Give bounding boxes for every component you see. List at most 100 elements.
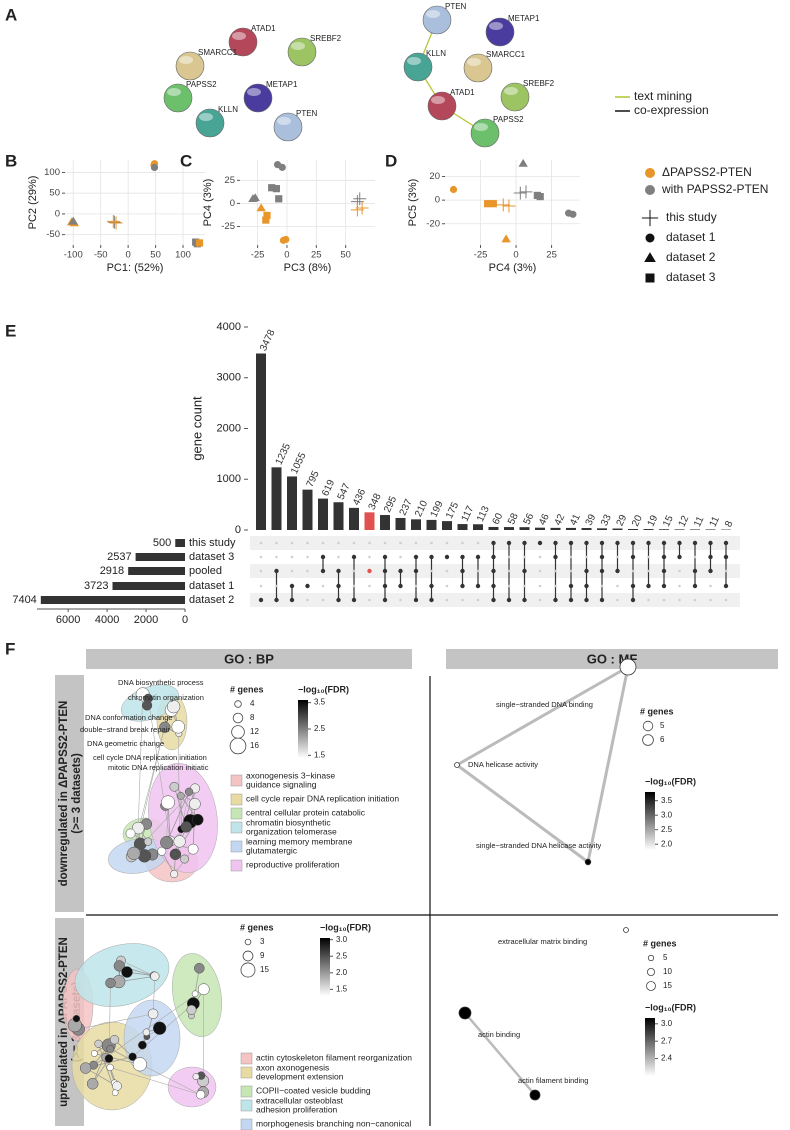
matrix-dot [553, 540, 558, 546]
matrix-dot [569, 555, 573, 559]
value-label: 8 [723, 519, 736, 529]
bar [473, 524, 483, 530]
term-node [79, 1062, 92, 1074]
matrix-dot [399, 555, 402, 559]
matrix-dot [507, 584, 511, 588]
matrix-dot [522, 540, 527, 546]
matrix-dot [693, 598, 697, 602]
matrix-dot [646, 540, 651, 546]
term-node [171, 720, 185, 734]
matrix-dot [414, 584, 418, 588]
matrix-dot [290, 555, 294, 559]
cluster-label: chromatin biosynthetic [246, 817, 331, 827]
cluster-swatch [230, 774, 243, 787]
matrix-dot [275, 584, 278, 588]
term-node [94, 1039, 103, 1048]
term-node [104, 1054, 114, 1063]
panel-label: E [5, 321, 16, 340]
y-axis-label: PC2 (29%) [27, 176, 39, 230]
matrix-dot [321, 584, 325, 588]
matrix-dot [708, 554, 713, 560]
node-highlight [489, 22, 503, 30]
term-node [196, 1090, 206, 1100]
matrix-dot [445, 584, 449, 588]
term-node [623, 927, 629, 933]
value-label: 12 [677, 514, 692, 529]
term-label: actin filament binding [518, 1076, 588, 1085]
matrix-dot [599, 540, 605, 546]
node-label: SMARCC1 [486, 50, 526, 59]
set-size-label: 3723 [84, 580, 108, 592]
matrix-dot [584, 597, 589, 603]
legend-symbol [645, 168, 655, 178]
x-tick-label: 0 [284, 250, 289, 261]
x-tick-label: -25 [474, 250, 488, 261]
network-edge [110, 1048, 201, 1096]
set-size-bar [40, 596, 186, 604]
matrix-dot [430, 541, 433, 545]
y-tick-label: 0 [230, 198, 235, 209]
matrix-dot [290, 569, 294, 573]
legend-label: dataset 1 [666, 230, 716, 244]
term-node [160, 835, 174, 850]
matrix-dot [336, 597, 341, 603]
set-label: dataset 2 [189, 594, 234, 606]
data-point [536, 192, 544, 201]
cluster-label: adhesion proliferation [256, 1104, 338, 1114]
matrix-dot [631, 569, 635, 573]
data-point [353, 192, 367, 206]
term-label: DNA helicase activity [468, 760, 538, 769]
bar [504, 527, 514, 530]
node-highlight [426, 10, 440, 18]
y-axis-label: PC4 (3%) [202, 179, 214, 227]
matrix-dot [600, 584, 604, 588]
matrix-dot [615, 540, 620, 546]
term-node [171, 850, 179, 858]
matrix-dot [630, 597, 636, 603]
set-size-label: 500 [153, 537, 171, 549]
matrix-dot [491, 597, 496, 603]
matrix-dot [398, 583, 403, 589]
matrix-dot [708, 568, 713, 574]
network-edge [78, 1013, 154, 1030]
cluster-swatch [230, 821, 243, 834]
matrix-dot [507, 555, 511, 559]
term-node [111, 1089, 119, 1097]
data-point [518, 158, 528, 167]
term-node [187, 843, 199, 855]
size-legend-circle [642, 720, 654, 732]
size-legend-label: 15 [260, 965, 269, 974]
matrix-dot [616, 598, 619, 602]
matrix-dot [678, 584, 681, 588]
term-node [177, 792, 185, 800]
matrix-dot [368, 555, 371, 559]
bar [256, 353, 266, 530]
term-node [128, 1052, 137, 1061]
matrix-dot [585, 555, 588, 559]
x-axis-label: PC1: (52%) [107, 262, 164, 274]
matrix-dot [630, 583, 636, 589]
term-node [109, 1035, 120, 1045]
matrix-dot [538, 598, 542, 602]
legend-label: ΔPAPSS2-PTEN [662, 165, 752, 179]
size-legend-label: 5 [660, 721, 665, 730]
data-point [502, 199, 516, 213]
term-node [197, 983, 210, 996]
bar [349, 507, 359, 530]
y-tick-label: 0 [435, 195, 440, 206]
bar [364, 512, 375, 530]
matrix-dot [506, 540, 512, 546]
matrix-dot [368, 541, 371, 545]
network-edge [105, 988, 204, 1058]
protein-node [273, 112, 303, 142]
y-tick-label: 0 [55, 208, 60, 219]
size-legend-label: 8 [250, 713, 255, 722]
term-node [72, 1015, 81, 1023]
data-point [150, 163, 159, 172]
term-node [454, 762, 460, 768]
cluster-swatch [230, 859, 243, 872]
cluster-label: organization telomerase [246, 826, 337, 836]
size-legend-label: 16 [250, 741, 259, 750]
size-legend-circle [240, 962, 256, 978]
bar [643, 529, 654, 530]
